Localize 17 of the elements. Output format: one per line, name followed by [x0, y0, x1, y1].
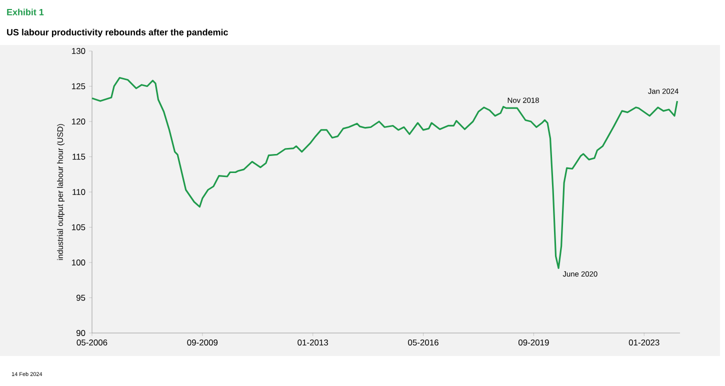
x-tick-label: 05-2016 — [408, 340, 438, 346]
x-tick-label: 09-2009 — [187, 340, 218, 346]
x-tick-label: 01-2023 — [628, 340, 660, 346]
y-tick-label: 90 — [76, 330, 86, 336]
x-tick-label: 01-2013 — [298, 340, 328, 346]
y-tick-label: 115 — [72, 154, 86, 160]
y-tick-label: 100 — [72, 260, 86, 266]
y-tick-label: 105 — [72, 224, 86, 230]
y-tick-label: 125 — [72, 83, 86, 90]
y-tick-label: 120 — [72, 118, 86, 124]
chart-subtitle: US labour productivity rebounds after the pandemic — [7, 28, 228, 38]
y-tick-label: 95 — [76, 294, 86, 301]
y-tick-label: 110 — [72, 189, 86, 195]
y-tick-label: 130 — [72, 48, 86, 54]
chart-title: Exhibit 1 — [7, 8, 44, 16]
x-tick-label: 05-2006 — [76, 340, 108, 346]
x-tick-label: 09-2019 — [518, 340, 549, 346]
